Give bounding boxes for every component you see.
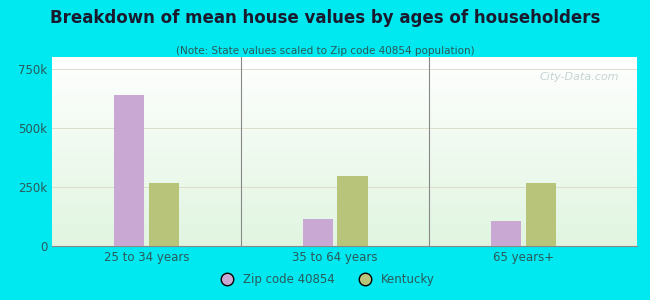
- Text: City-Data.com: City-Data.com: [540, 72, 619, 82]
- Bar: [337, 176, 368, 246]
- Text: (Note: State values scaled to Zip code 40854 population): (Note: State values scaled to Zip code 4…: [176, 46, 474, 56]
- Bar: [526, 183, 556, 246]
- Text: Breakdown of mean house values by ages of householders: Breakdown of mean house values by ages o…: [50, 9, 600, 27]
- Legend: Zip code 40854, Kentucky: Zip code 40854, Kentucky: [211, 269, 439, 291]
- Bar: [491, 221, 521, 246]
- Bar: [114, 95, 144, 246]
- Bar: [302, 219, 333, 246]
- Bar: [149, 183, 179, 246]
